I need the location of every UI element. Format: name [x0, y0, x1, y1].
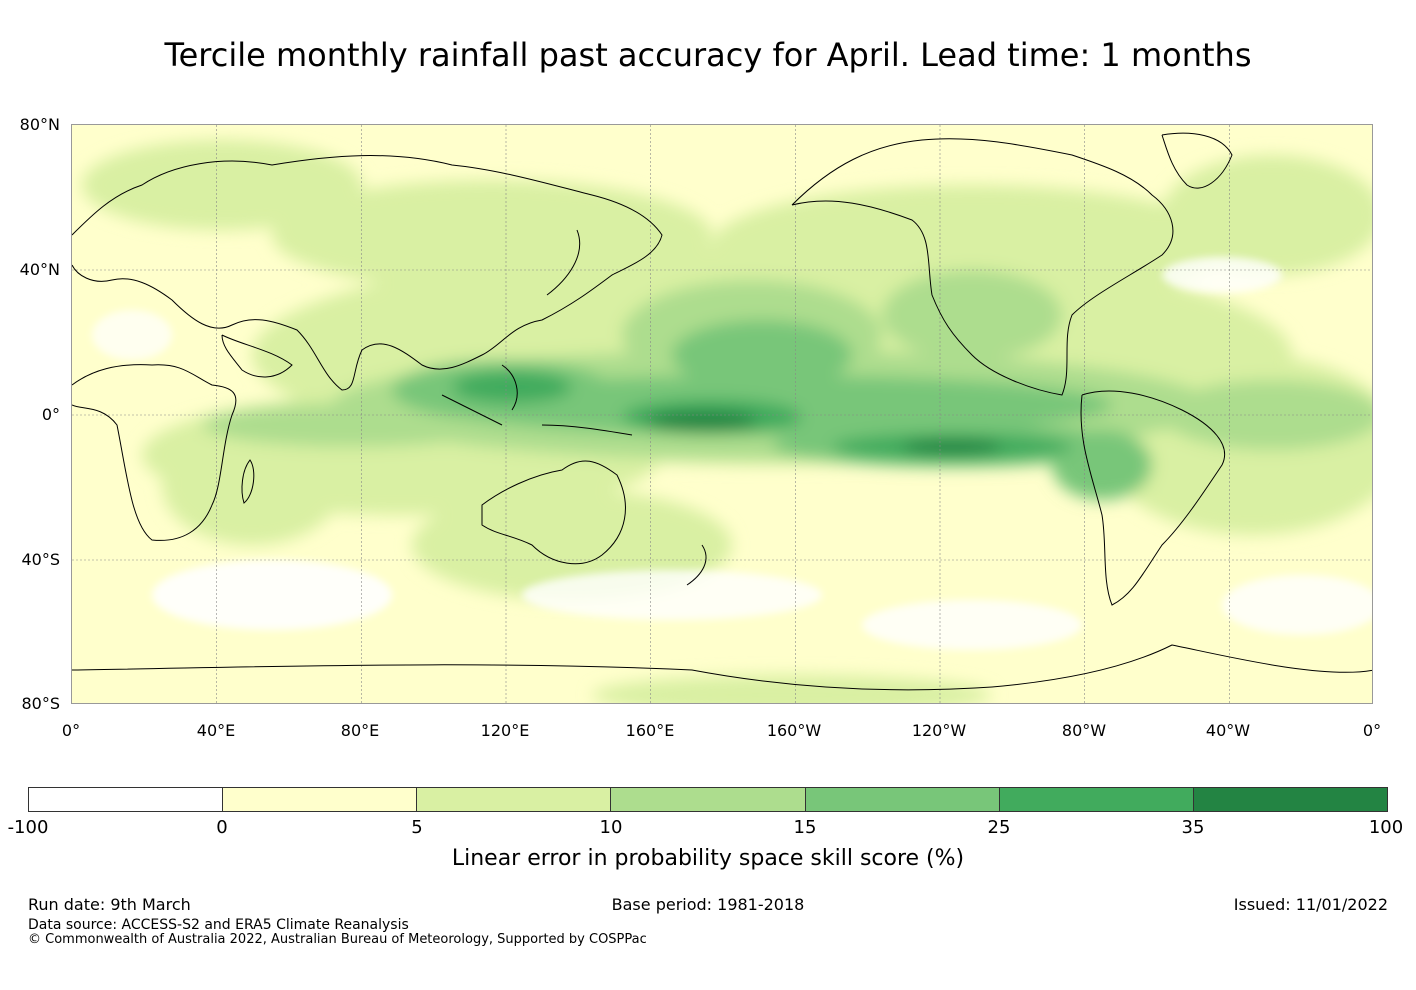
coast-sumatra — [441, 394, 503, 426]
lon-label-0-east: 0° — [1362, 721, 1382, 740]
white-patches — [92, 257, 1372, 650]
colorbar-segment — [29, 788, 224, 811]
colorbar-tick: 35 — [1181, 817, 1205, 838]
coast-africa — [72, 364, 237, 541]
lon-label-80w: 80°W — [1061, 721, 1107, 740]
colorbar-tick: 25 — [987, 817, 1011, 838]
run-date: Run date: 9th March — [28, 895, 191, 914]
lon-label-120e: 120°E — [480, 721, 530, 740]
colorbar-segment — [417, 788, 612, 811]
coast-arabia — [221, 334, 293, 378]
data-source: Data source: ACCESS-S2 and ERA5 Climate … — [28, 917, 409, 933]
coast-north-america — [791, 138, 1174, 396]
colorbar-segment — [805, 788, 1000, 811]
lon-label-120w: 120°W — [911, 721, 967, 740]
coast-eurasia — [72, 155, 663, 391]
skill-field — [82, 140, 1372, 703]
lon-label-160e: 160°E — [625, 721, 675, 740]
issued-date: Issued: 11/01/2022 — [1233, 895, 1388, 914]
coast-philippines — [501, 364, 518, 411]
colorbar-tick: 100 — [1368, 817, 1404, 838]
colorbar-tick: 15 — [793, 817, 817, 838]
coast-newguinea — [541, 424, 633, 436]
colorbar-label: Linear error in probability space skill … — [451, 846, 965, 871]
lon-label-40e: 40°E — [196, 721, 236, 740]
coastlines — [72, 132, 1372, 691]
graticule — [72, 125, 1372, 703]
colorbar-tick: 5 — [411, 817, 423, 838]
lat-label-40s: 40°S — [21, 550, 60, 569]
colorbar-tick: 0 — [216, 817, 228, 838]
copyright: © Commonwealth of Australia 2022, Austra… — [28, 932, 647, 947]
coast-australia — [481, 460, 626, 565]
lon-label-80e: 80°E — [340, 721, 380, 740]
coast-madagascar — [241, 459, 255, 504]
lon-label-0: 0° — [61, 721, 81, 740]
colorbar-tick: -100 — [7, 817, 49, 838]
coast-newzealand — [686, 544, 707, 586]
lon-label-40w: 40°W — [1205, 721, 1251, 740]
skill-map — [71, 124, 1373, 704]
lat-label-80n: 80°N — [19, 115, 60, 134]
coast-japan — [546, 229, 581, 296]
lat-label-0: 0° — [41, 405, 60, 424]
colorbar-tick: 10 — [599, 817, 623, 838]
lat-label-40n: 40°N — [19, 260, 60, 279]
colorbar — [28, 787, 1388, 812]
map-svg — [72, 125, 1372, 703]
page-title: Tercile monthly rainfall past accuracy f… — [164, 36, 1252, 74]
lon-label-160w: 160°W — [766, 721, 822, 740]
base-period: Base period: 1981-2018 — [611, 895, 805, 914]
colorbar-segment — [1193, 788, 1387, 811]
colorbar-segment — [611, 788, 806, 811]
lat-label-80s: 80°S — [21, 694, 60, 713]
coast-greenland — [1161, 132, 1233, 189]
colorbar-segment — [999, 788, 1194, 811]
colorbar-segment — [223, 788, 418, 811]
coast-antarctica — [72, 644, 1372, 691]
coast-south-america — [1080, 390, 1226, 606]
